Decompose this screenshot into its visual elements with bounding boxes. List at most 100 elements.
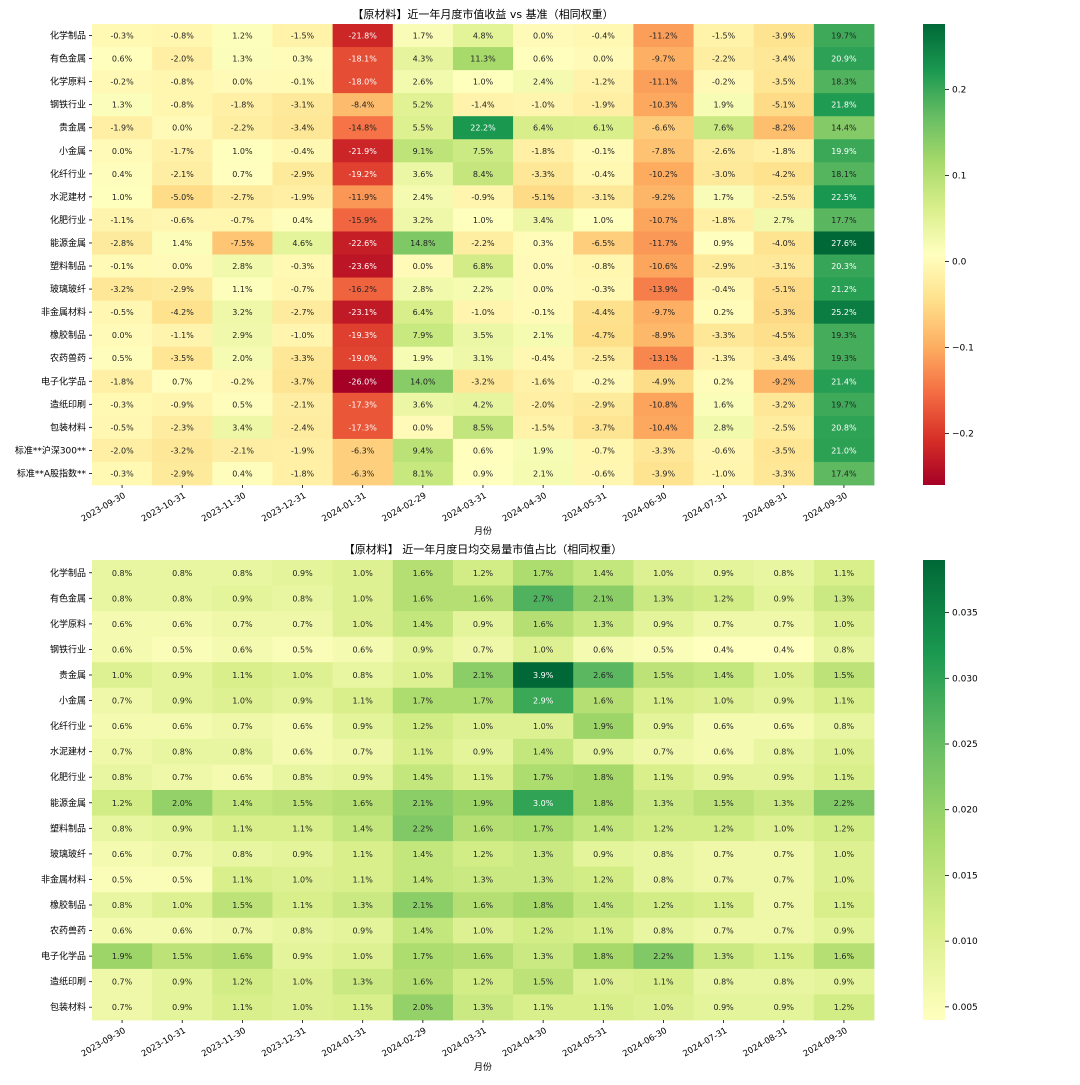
heatmap-cell (392, 636, 454, 663)
heatmap-cell (152, 254, 213, 278)
heatmap-cell (152, 369, 213, 394)
heatmap-cell (272, 415, 334, 440)
cell-value-label: 0.7% (232, 927, 253, 936)
x-tick-label: 2024-03-31 (441, 491, 489, 524)
heatmap-cell (813, 764, 875, 791)
heatmap-cell (392, 841, 454, 868)
cell-value-label: 1.3% (353, 901, 374, 910)
chart-title-volume: 【原材料】 近一年月度日均交易量市值占比（相同权重） (344, 542, 623, 556)
cell-value-label: 1.0% (533, 722, 554, 731)
cell-value-label: -0.3% (110, 400, 134, 409)
cell-value-label: 2.1% (473, 671, 494, 680)
cell-value-label: -2.9% (171, 285, 195, 294)
heatmap-cell (212, 917, 273, 944)
cell-value-label: 0.8% (172, 569, 193, 578)
heatmap-cell (813, 892, 875, 919)
heatmap-cell (392, 254, 454, 278)
y-tick-label: 造纸印刷 (50, 976, 86, 988)
heatmap-cell (92, 917, 153, 944)
heatmap-cell (573, 139, 634, 163)
heatmap-cell (693, 162, 755, 186)
heatmap-cell (212, 764, 273, 791)
heatmap-cell (693, 841, 755, 868)
heatmap-cell (332, 185, 394, 209)
cell-value-label: 0.9% (713, 239, 734, 248)
cell-value-label: 0.7% (232, 620, 253, 629)
heatmap-cell (212, 738, 273, 765)
cell-value-label: 1.4% (593, 824, 614, 833)
cell-value-label: 0.9% (353, 773, 374, 782)
cell-value-label: 0.5% (112, 354, 133, 363)
cell-value-label: 1.1% (834, 773, 855, 782)
heatmap-cell (152, 662, 213, 689)
cell-value-label: 1.0% (834, 875, 855, 884)
heatmap-cell (212, 369, 273, 394)
cell-value-label: -0.9% (171, 400, 195, 409)
heatmap-cell (813, 231, 875, 255)
cell-value-label: 1.0% (473, 216, 494, 225)
colorbar-tick-label: 0.010 (952, 937, 978, 947)
cell-value-label: 1.6% (232, 952, 253, 961)
heatmap-cell (152, 300, 213, 325)
heatmap-cell (813, 636, 875, 663)
cell-value-label: 0.6% (292, 722, 313, 731)
cell-value-label: 0.6% (112, 620, 133, 629)
heatmap-cell (212, 560, 273, 586)
heatmap-cell (332, 392, 394, 417)
y-tick-label: 化纤行业 (50, 168, 86, 180)
x-tick-label: 2024-01-31 (320, 1026, 368, 1059)
heatmap-cell (92, 24, 153, 48)
x-tick-label: 2023-12-31 (260, 1026, 308, 1059)
cell-value-label: -0.8% (171, 101, 195, 110)
heatmap-cell (92, 93, 153, 117)
cell-value-label: 0.9% (473, 748, 494, 757)
cell-value-label: 0.8% (112, 824, 133, 833)
cell-value-label: 1.4% (533, 748, 554, 757)
heatmap-cell (452, 93, 514, 117)
chart-title-returns: 【原材料】近一年月度市值收益 vs 基准（相同权重） (352, 7, 613, 21)
cell-value-label: 0.9% (413, 645, 434, 654)
cell-value-label: 0.9% (473, 620, 494, 629)
cell-value-label: -2.5% (772, 423, 796, 432)
cell-value-label: 0.9% (834, 978, 855, 987)
heatmap-cell (693, 917, 755, 944)
cell-value-label: 0.7% (112, 978, 133, 987)
heatmap-cell (212, 815, 273, 842)
heatmap-cell (452, 415, 514, 440)
heatmap-cell (573, 461, 634, 486)
heatmap-cell (332, 70, 394, 94)
heatmap-cell (272, 790, 334, 816)
cell-value-label: -17.3% (349, 400, 378, 409)
heatmap-cell (152, 116, 213, 140)
cell-value-label: -3.2% (171, 446, 195, 455)
cell-value-label: -0.1% (291, 78, 315, 87)
heatmap-cell (633, 662, 694, 689)
cell-value-label: -6.5% (592, 239, 616, 248)
cell-value-label: -2.3% (171, 423, 195, 432)
x-tick-label: 2024-06-30 (621, 1026, 669, 1059)
heatmap-cell (272, 866, 334, 893)
heatmap-cell (272, 47, 334, 71)
cell-value-label: -1.8% (231, 101, 255, 110)
heatmap-cell (693, 70, 755, 94)
heatmap-cell (633, 185, 694, 209)
heatmap-cell (513, 815, 574, 842)
cell-value-label: 17.7% (831, 216, 857, 225)
heatmap-cell (272, 713, 334, 740)
y-tick-label: 化肥行业 (50, 771, 86, 783)
heatmap-cell (513, 764, 574, 791)
heatmap-cell (452, 24, 514, 48)
cell-value-label: -17.3% (349, 423, 378, 432)
cell-value-label: 1.4% (413, 927, 434, 936)
y-tick-label: 贵金属 (59, 669, 86, 681)
x-tick-label: 2023-10-31 (140, 1026, 188, 1059)
cell-value-label: 1.1% (653, 697, 674, 706)
heatmap-cell (152, 790, 213, 816)
cell-value-label: 1.6% (473, 824, 494, 833)
cell-value-label: -1.8% (712, 216, 736, 225)
cell-value-label: 0.0% (533, 32, 554, 41)
heatmap-cell (152, 611, 213, 638)
heatmap-cell (332, 968, 394, 995)
heatmap-cell (693, 994, 755, 1021)
cell-value-label: -1.9% (592, 101, 616, 110)
